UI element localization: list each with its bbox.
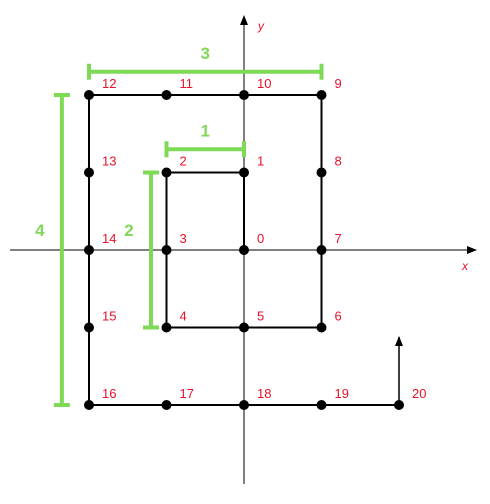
point-0 (239, 245, 249, 255)
point-13 (84, 167, 94, 178)
point-label-15: 15 (102, 309, 116, 324)
point-9 (316, 90, 327, 100)
point-label-11: 11 (180, 76, 194, 91)
point-18 (239, 400, 249, 410)
point-label-6: 6 (335, 309, 342, 324)
point-label-14: 14 (102, 231, 116, 246)
point-label-10: 10 (257, 76, 271, 91)
bracket-label-1: 1 (201, 121, 210, 140)
point-label-5: 5 (257, 309, 264, 324)
bracket-3: 3 (87, 44, 324, 80)
bracket-label-2: 2 (124, 221, 133, 240)
point-label-17: 17 (180, 386, 194, 401)
bracket-1: 1 (164, 121, 246, 158)
point-label-4: 4 (180, 309, 187, 324)
bracket-label-3: 3 (201, 44, 210, 63)
point-label-20: 20 (412, 386, 426, 401)
point-label-16: 16 (102, 386, 116, 401)
point-7 (316, 245, 327, 255)
point-3 (161, 245, 172, 255)
bracket-4: 4 (35, 93, 70, 407)
x-axis-label: x (461, 259, 469, 273)
point-1 (239, 167, 249, 178)
point-20 (394, 400, 404, 410)
point-label-12: 12 (102, 76, 116, 91)
point-17 (161, 400, 172, 410)
point-8 (316, 167, 327, 178)
point-label-0: 0 (257, 231, 264, 246)
point-10 (239, 90, 249, 100)
point-14 (84, 245, 94, 255)
spiral-path-group (88, 94, 403, 406)
point-label-1: 1 (257, 154, 264, 169)
bracket-label-4: 4 (35, 221, 45, 240)
point-label-2: 2 (180, 154, 187, 169)
point-label-7: 7 (335, 231, 342, 246)
point-16 (84, 400, 94, 410)
point-4 (161, 322, 172, 333)
point-5 (239, 322, 249, 333)
point-label-8: 8 (335, 154, 342, 169)
point-19 (316, 400, 327, 410)
y-axis-label: y (257, 19, 265, 33)
point-11 (161, 90, 172, 100)
point-label-3: 3 (180, 231, 187, 246)
point-label-19: 19 (335, 386, 349, 401)
point-label-13: 13 (102, 154, 116, 169)
point-6 (316, 322, 327, 333)
point-15 (84, 322, 94, 333)
bracket-2: 2 (124, 170, 159, 330)
point-label-9: 9 (335, 76, 342, 91)
point-2 (161, 167, 172, 178)
point-label-18: 18 (257, 386, 271, 401)
point-12 (84, 90, 94, 100)
